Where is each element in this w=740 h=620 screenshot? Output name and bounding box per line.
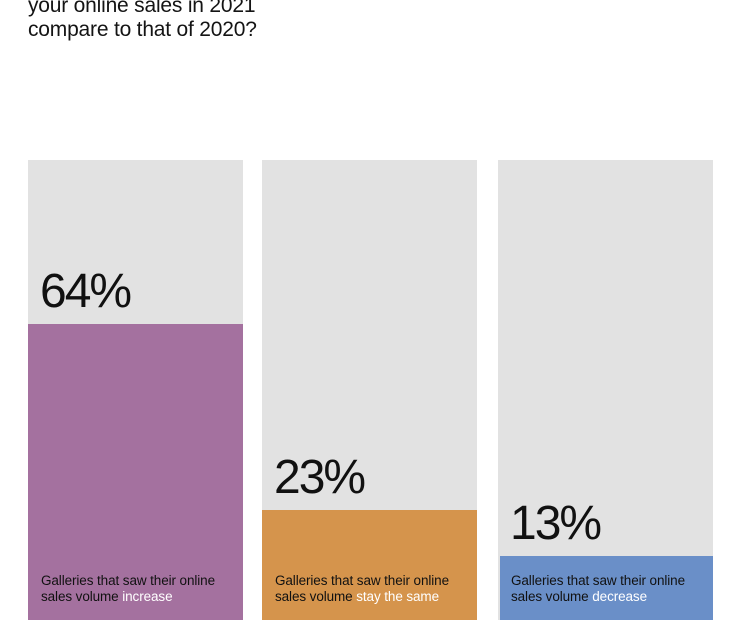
- bar-track-increase: 64% Galleries that saw their online sales…: [28, 160, 243, 620]
- chart-title: your online sales in 2021 compare to tha…: [28, 0, 628, 42]
- bar-chart: 64% Galleries that saw their online sales…: [28, 160, 713, 620]
- bar-track-decrease: 13% Galleries that saw their online sales…: [498, 160, 713, 620]
- caption-highlight: increase: [122, 589, 173, 604]
- caption-highlight: stay the same: [356, 589, 439, 604]
- caption-increase: Galleries that saw their online sales vo…: [41, 573, 235, 605]
- caption-highlight: decrease: [592, 589, 647, 604]
- data-label-same: 23%: [274, 451, 366, 505]
- bar-increase: [28, 323, 243, 620]
- caption-decrease: Galleries that saw their online sales vo…: [511, 573, 705, 605]
- data-label-increase: 64%: [40, 264, 132, 318]
- chart-title-line-2: compare to that of 2020?: [28, 18, 257, 41]
- caption-same: Galleries that saw their online sales vo…: [275, 573, 469, 605]
- chart-title-line-1: your online sales in 2021: [28, 0, 256, 17]
- bar-track-same: 23% Galleries that saw their online sales…: [262, 160, 477, 620]
- data-label-decrease: 13%: [510, 496, 602, 550]
